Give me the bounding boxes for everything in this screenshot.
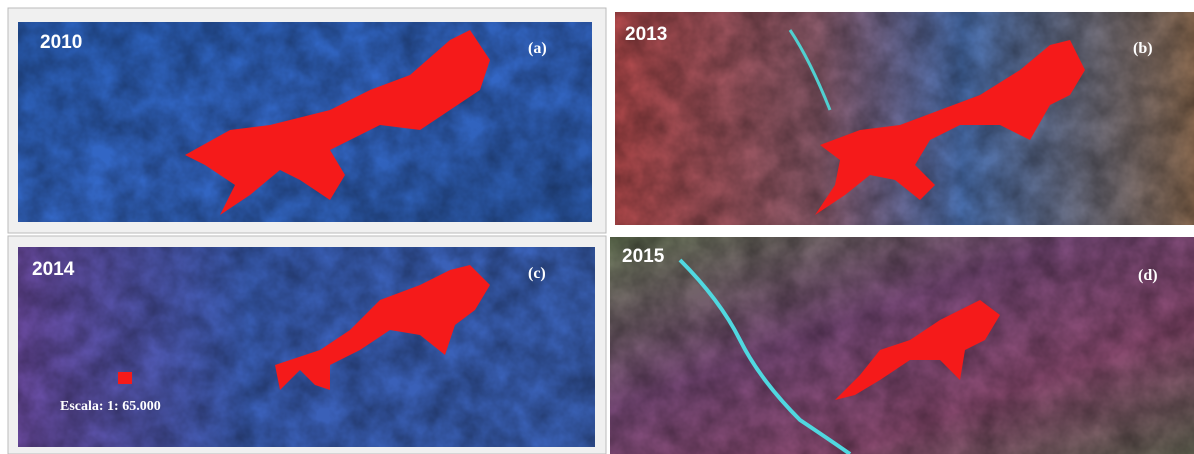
panel-a: 2010 (a) xyxy=(18,22,592,222)
panel-letter: (c) xyxy=(528,265,546,282)
year-label: 2013 xyxy=(625,24,667,45)
panel-letter: (d) xyxy=(1138,267,1158,284)
panel-c: Escala: 1: 65.000 2014 (c) xyxy=(18,247,595,447)
panel-d: 2015 (d) xyxy=(610,237,1194,454)
texture xyxy=(18,247,595,447)
panel-b: 2013 (b) xyxy=(615,12,1194,225)
red-patch xyxy=(118,372,132,384)
year-label: 2015 xyxy=(622,246,665,267)
year-label: 2014 xyxy=(32,259,75,280)
scale-label: Escala: 1: 65.000 xyxy=(60,399,161,414)
panel-letter: (a) xyxy=(528,40,547,57)
panel-letter: (b) xyxy=(1133,40,1153,57)
texture xyxy=(615,12,1194,225)
figure: 2010 (a) 2013 (b) Escala: 1: 65.000 2014… xyxy=(0,0,1194,454)
year-label: 2010 xyxy=(40,32,82,53)
